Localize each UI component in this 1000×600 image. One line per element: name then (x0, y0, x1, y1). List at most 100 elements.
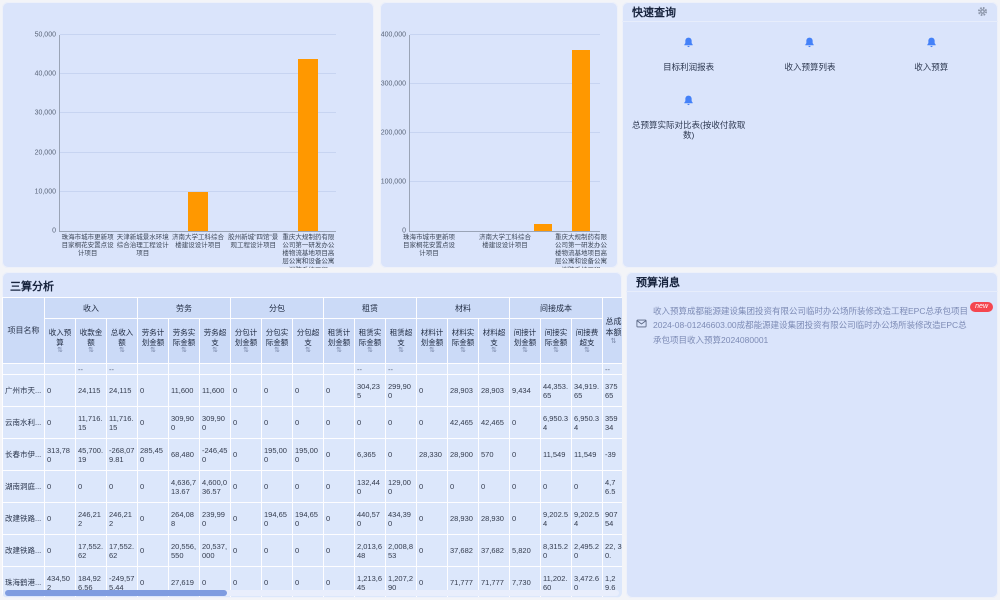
table-row: 云南水利... 0 11,716.15 11,716.15 0 309,900 309,90… (2, 406, 622, 439)
y-axis-tick-label: 200,000 (380, 129, 406, 137)
col-header[interactable]: 材料超支 ⇅ (478, 318, 510, 364)
sort-icon[interactable]: ⇅ (398, 347, 404, 355)
sort-icon[interactable]: ⇅ (522, 347, 528, 355)
value-cell: 0 (230, 374, 262, 407)
value-cell: 9,434 (509, 374, 541, 407)
value-cell: 239,990 (199, 502, 231, 535)
message-item[interactable]: 收入预算成都能源建设集团投资有限公司临时办公场所装修改造工程EPC总承包项目20… (626, 292, 998, 347)
value-cell: 359 34 (602, 406, 622, 439)
col-header[interactable]: 收款金额 ⇅ (75, 318, 107, 364)
col-group-header: 材料 (416, 297, 510, 319)
sort-icon[interactable]: ⇅ (88, 347, 94, 355)
value-cell: 22, 30. (602, 534, 622, 567)
quick-link-label: 总预算实际对比表(按收付款取数) (631, 120, 746, 141)
project-name-cell: 云南水利... (2, 406, 45, 439)
scrollbar-thumb[interactable] (5, 590, 227, 596)
sort-icon[interactable]: ⇅ (243, 347, 249, 355)
x-axis-category-label: 济南大学工科综合楼建设设计项目 (479, 234, 531, 250)
value-cell: 246,212 (75, 502, 107, 535)
quick-link-item[interactable]: 收入预算列表 (749, 36, 870, 72)
value-cell: -268,079.81 (106, 438, 138, 471)
bell-icon (684, 95, 693, 106)
value-cell: 0 (137, 502, 169, 535)
value-cell: 2,495.20 (570, 534, 604, 567)
col-header[interactable]: 间接费超支 ⇅ (570, 318, 604, 364)
gridline (60, 34, 336, 35)
col-group-header: 间接成本 (508, 297, 604, 319)
value-cell: 45,700.19 (75, 438, 107, 471)
sort-icon[interactable]: ⇅ (584, 347, 590, 355)
sort-icon[interactable]: ⇅ (336, 347, 342, 355)
value-cell: 0 (230, 406, 262, 439)
value-cell: 570 (478, 438, 510, 471)
quick-link-label: 收入预算列表 (784, 62, 836, 72)
value-cell: 4,636,713.67 (168, 470, 200, 503)
value-cell: 0 (44, 406, 76, 439)
quick-link-item[interactable]: 总预算实际对比表(按收付款取数) (628, 94, 749, 140)
value-cell: 9,202.54 (540, 502, 572, 535)
quick-link-item[interactable]: 收入预算 (871, 36, 992, 72)
y-axis-tick-label: 40,000 (34, 70, 56, 78)
col-header-label: 租赁实际金额 (358, 327, 382, 347)
col-header[interactable]: 租赁超支 ⇅ (385, 318, 417, 364)
col-header[interactable]: 材料计划金额 ⇅ (416, 318, 448, 364)
sort-icon[interactable]: ⇅ (181, 347, 187, 355)
sort-icon[interactable]: ⇅ (212, 347, 218, 355)
value-cell (44, 363, 76, 375)
col-header[interactable]: 收入预算 ⇅ (44, 318, 76, 364)
col-header[interactable]: 分包超支 ⇅ (292, 318, 324, 364)
value-cell: 28,903 (447, 374, 479, 407)
col-group-header: 收入 (44, 297, 138, 319)
value-cell: 0 (385, 406, 417, 439)
horizontal-scrollbar[interactable] (5, 590, 619, 596)
col-header[interactable]: 分包实际金额 ⇅ (261, 318, 293, 364)
col-header[interactable]: 间接实际金额 ⇅ (540, 318, 572, 364)
col-header[interactable]: 劳务超支 ⇅ (199, 318, 231, 364)
value-cell: 11,716.15 (75, 406, 107, 439)
col-header-tail[interactable]: 总成本额 ⇅ (602, 297, 622, 364)
value-cell (230, 363, 262, 375)
sort-icon[interactable]: ⇅ (553, 347, 559, 355)
value-cell: 309,900 (199, 406, 231, 439)
value-cell: 28,900 (447, 438, 479, 471)
table-group-header-row: 项目名称 收入 劳务 分包 租赁 材料 间接成本 总成本额 ⇅ (2, 297, 622, 364)
col-header[interactable]: 材料实际金额 ⇅ (447, 318, 479, 364)
sort-icon[interactable]: ⇅ (610, 338, 617, 345)
sort-icon[interactable]: ⇅ (305, 347, 311, 355)
project-name-cell: 改建铁路... (2, 502, 45, 535)
col-header[interactable]: 租赁计划金额 ⇅ (323, 318, 355, 364)
col-header[interactable]: 租赁实际金额 ⇅ (354, 318, 386, 364)
sort-icon[interactable]: ⇅ (119, 347, 125, 355)
gear-icon[interactable] (977, 6, 988, 17)
col-header[interactable]: 劳务实际金额 ⇅ (168, 318, 200, 364)
value-cell: 304,235 (354, 374, 386, 407)
value-cell: 4,600,036.57 (199, 470, 231, 503)
sort-icon[interactable]: ⇅ (150, 347, 156, 355)
sort-icon[interactable]: ⇅ (460, 347, 466, 355)
quick-link-item[interactable]: 目标利润报表 (628, 36, 749, 72)
sort-icon[interactable]: ⇅ (57, 347, 63, 355)
value-cell: 0 (261, 374, 293, 407)
y-axis-tick-label: 400,000 (380, 31, 406, 39)
gridline (60, 112, 336, 114)
value-cell: 2,013,648 (354, 534, 386, 567)
sort-icon[interactable]: ⇅ (367, 347, 373, 355)
value-cell: -- (385, 363, 417, 375)
col-header[interactable]: 分包计划金额 ⇅ (230, 318, 262, 364)
col-header-label: 总收入额 (110, 327, 134, 347)
value-cell: 309,900 (168, 406, 200, 439)
col-header[interactable]: 劳务计划金额 ⇅ (137, 318, 169, 364)
sort-icon[interactable]: ⇅ (274, 347, 280, 355)
sort-icon[interactable]: ⇅ (491, 347, 497, 355)
col-header[interactable]: 间接计划金额 ⇅ (509, 318, 541, 364)
col-header-label: 租赁计划金额 (327, 327, 351, 347)
col-header[interactable]: 总收入额 ⇅ (106, 318, 138, 364)
col-header-label: 分包计划金额 (234, 327, 258, 347)
sort-icon[interactable]: ⇅ (429, 347, 435, 355)
project-name-cell: 长春市伊... (2, 438, 45, 471)
chart-panel-left: 0 10,000 20,000 30,000 40,000 50,000 珠海市城市更新项目… (2, 2, 374, 268)
value-cell: 42,465 (478, 406, 510, 439)
value-cell (137, 363, 169, 375)
value-cell: 0 (540, 470, 572, 503)
value-cell: 11,549 (540, 438, 572, 471)
